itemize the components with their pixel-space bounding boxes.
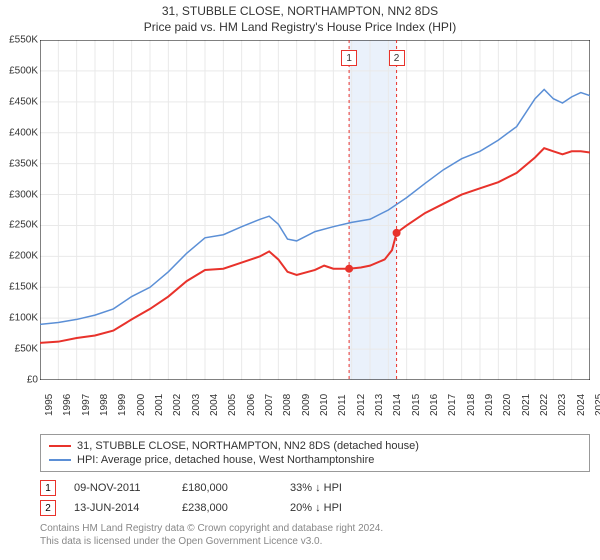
legend-swatch bbox=[49, 459, 71, 461]
chart-marker-flag: 1 bbox=[341, 50, 357, 66]
license-text: Contains HM Land Registry data © Crown c… bbox=[40, 522, 590, 548]
x-tick-label: 1999 bbox=[117, 394, 128, 416]
sale-change: 33% ↓ HPI bbox=[290, 482, 342, 494]
x-tick-label: 2017 bbox=[447, 394, 458, 416]
x-tick-label: 2005 bbox=[227, 394, 238, 416]
sale-price: £238,000 bbox=[182, 502, 272, 514]
x-tick-label: 2012 bbox=[356, 394, 367, 416]
x-tick-label: 2013 bbox=[374, 394, 385, 416]
legend-text: HPI: Average price, detached house, West… bbox=[77, 454, 374, 466]
y-tick-label: £350K bbox=[9, 158, 38, 169]
x-tick-label: 2006 bbox=[246, 394, 257, 416]
x-tick-label: 2011 bbox=[337, 394, 348, 416]
x-tick-label: 2022 bbox=[539, 394, 550, 416]
legend-row: 31, STUBBLE CLOSE, NORTHAMPTON, NN2 8DS … bbox=[49, 439, 581, 453]
x-tick-label: 2003 bbox=[191, 394, 202, 416]
x-axis-labels: 1995 1996 1997 1998 1999 2000 2001 2002 2003 2004… bbox=[40, 384, 590, 434]
chart-marker-flag: 2 bbox=[389, 50, 405, 66]
x-tick-label: 2010 bbox=[319, 394, 330, 416]
line-chart bbox=[40, 40, 590, 380]
x-tick-label: 2014 bbox=[392, 394, 403, 416]
y-tick-label: £150K bbox=[9, 282, 38, 293]
y-tick-label: £250K bbox=[9, 220, 38, 231]
marker-icon: 1 bbox=[40, 480, 56, 496]
y-tick-label: £450K bbox=[9, 96, 38, 107]
x-tick-label: 2021 bbox=[521, 394, 532, 416]
y-tick-label: £50K bbox=[15, 344, 38, 355]
marker-icon: 2 bbox=[40, 500, 56, 516]
sale-date: 13-JUN-2014 bbox=[74, 502, 164, 514]
x-tick-label: 2000 bbox=[136, 394, 147, 416]
legend-text: 31, STUBBLE CLOSE, NORTHAMPTON, NN2 8DS … bbox=[77, 440, 419, 452]
chart-area: £0£50K£100K£150K£200K£250K£300K£350K£400… bbox=[40, 40, 590, 380]
table-row: 2 13-JUN-2014 £238,000 20% ↓ HPI bbox=[40, 498, 590, 518]
x-tick-label: 2002 bbox=[172, 394, 183, 416]
x-tick-label: 2004 bbox=[209, 394, 220, 416]
x-tick-label: 1995 bbox=[44, 394, 55, 416]
legend-box: 31, STUBBLE CLOSE, NORTHAMPTON, NN2 8DS … bbox=[40, 434, 590, 472]
title-sub: Price paid vs. HM Land Registry's House … bbox=[0, 20, 600, 34]
x-tick-label: 2001 bbox=[154, 394, 165, 416]
legend-row: HPI: Average price, detached house, West… bbox=[49, 453, 581, 467]
x-tick-label: 1996 bbox=[62, 394, 73, 416]
sale-price: £180,000 bbox=[182, 482, 272, 494]
y-tick-label: £300K bbox=[9, 189, 38, 200]
title-main: 31, STUBBLE CLOSE, NORTHAMPTON, NN2 8DS bbox=[0, 4, 600, 18]
x-tick-label: 1997 bbox=[81, 394, 92, 416]
y-tick-label: £500K bbox=[9, 65, 38, 76]
x-tick-label: 2016 bbox=[429, 394, 440, 416]
y-tick-label: £200K bbox=[9, 251, 38, 262]
y-tick-label: £0 bbox=[27, 375, 38, 386]
x-tick-label: 1998 bbox=[99, 394, 110, 416]
x-tick-label: 2018 bbox=[466, 394, 477, 416]
sale-change: 20% ↓ HPI bbox=[290, 502, 342, 514]
chart-title-block: 31, STUBBLE CLOSE, NORTHAMPTON, NN2 8DS … bbox=[0, 0, 600, 34]
x-tick-label: 2025 bbox=[594, 394, 600, 416]
sales-table: 1 09-NOV-2011 £180,000 33% ↓ HPI 2 13-JU… bbox=[40, 478, 590, 518]
x-tick-label: 2009 bbox=[301, 394, 312, 416]
y-tick-label: £100K bbox=[9, 313, 38, 324]
sale-date: 09-NOV-2011 bbox=[74, 482, 164, 494]
x-tick-label: 2020 bbox=[502, 394, 513, 416]
x-tick-label: 2007 bbox=[264, 394, 275, 416]
x-tick-label: 2008 bbox=[282, 394, 293, 416]
x-tick-label: 2015 bbox=[411, 394, 422, 416]
y-tick-label: £400K bbox=[9, 127, 38, 138]
x-tick-label: 2023 bbox=[557, 394, 568, 416]
legend-swatch bbox=[49, 445, 71, 447]
table-row: 1 09-NOV-2011 £180,000 33% ↓ HPI bbox=[40, 478, 590, 498]
y-axis-labels: £0£50K£100K£150K£200K£250K£300K£350K£400… bbox=[0, 40, 40, 380]
y-tick-label: £550K bbox=[9, 35, 38, 46]
x-tick-label: 2019 bbox=[484, 394, 495, 416]
x-tick-label: 2024 bbox=[576, 394, 587, 416]
